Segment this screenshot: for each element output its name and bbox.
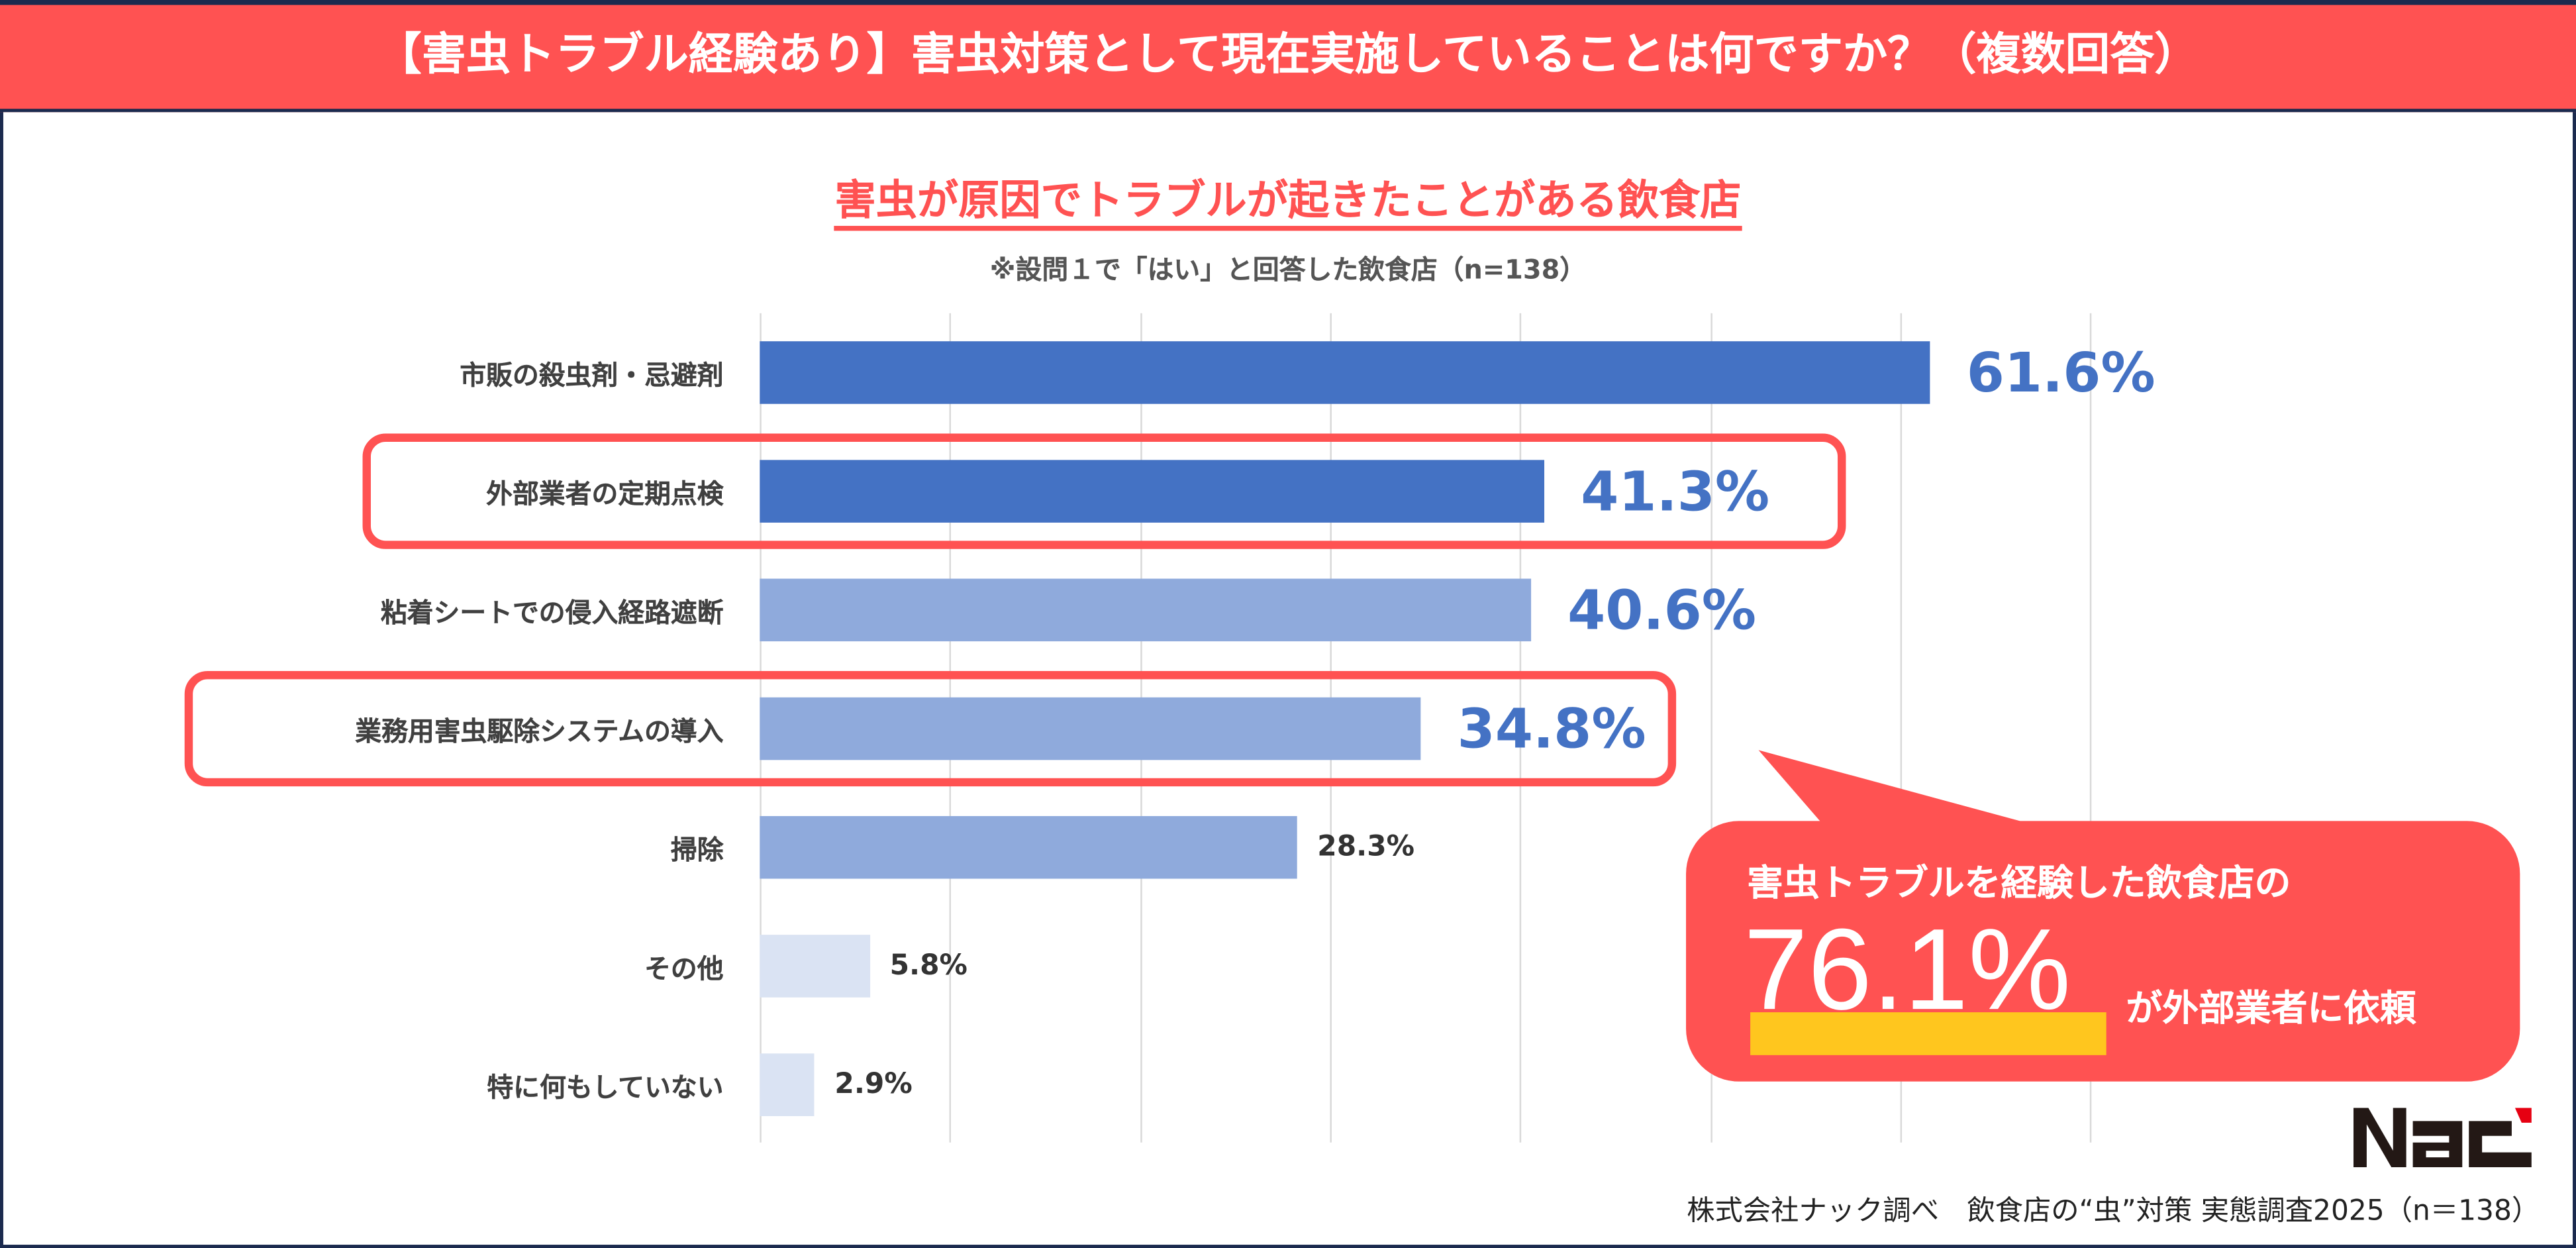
source-footer: 株式会社ナック調べ 飲食店の“虫”対策 実態調査2025（n＝138）	[1687, 1195, 2540, 1229]
bar	[760, 815, 1298, 879]
gridline	[1900, 313, 1902, 1143]
value-label: 41.3%	[1581, 459, 1770, 524]
gridline	[1710, 313, 1712, 1143]
category-label: その他	[644, 953, 724, 984]
bar	[760, 460, 1545, 523]
bar	[760, 1053, 815, 1116]
value-label: 40.6%	[1567, 578, 1757, 643]
gridline	[2090, 313, 2092, 1143]
highlight-box	[184, 670, 1677, 787]
bar	[760, 341, 1930, 404]
category-label: 特に何もしていない	[487, 1071, 724, 1104]
highlight-box	[362, 433, 1846, 549]
value-label: 5.8%	[889, 949, 967, 983]
sample-note: ※設問１で「はい」と回答した飲食店（n=138）	[989, 254, 1587, 286]
gridline	[1520, 313, 1522, 1143]
value-label: 34.8%	[1457, 696, 1646, 761]
category-label: 粘着シートでの侵入経路遮断	[380, 596, 724, 629]
callout-highlight-marker	[1750, 1012, 2106, 1055]
category-label: 業務用害虫駆除システムの導入	[355, 715, 724, 747]
value-label: 28.3%	[1317, 831, 1415, 864]
callout-line1: 害虫トラブルを経験した飲食店の	[1747, 864, 2291, 906]
category-label: 外部業者の定期点検	[486, 478, 724, 510]
value-label: 2.9%	[834, 1068, 913, 1102]
chart-subtitle: 害虫が原因でトラブルが起きたことがある飲食店	[0, 168, 2576, 231]
nac-logo	[2353, 1108, 2532, 1168]
bar	[760, 578, 1532, 642]
callout-value: 76.1%	[1744, 905, 2071, 1034]
title-bar: 【害虫トラブル経験あり】害虫対策として現在実施していることは何ですか？（複数回答…	[0, 0, 2576, 113]
category-label: 市販の殺虫剤・忌避剤	[460, 359, 724, 391]
subtitle-text: 害虫が原因でトラブルが起きたことがある飲食店	[834, 176, 1742, 231]
value-label: 61.6%	[1966, 340, 2155, 405]
callout-line2: が外部業者に依頼	[2126, 989, 2416, 1031]
bar	[760, 697, 1421, 760]
category-label: 掃除	[670, 834, 724, 866]
bar	[760, 935, 870, 998]
